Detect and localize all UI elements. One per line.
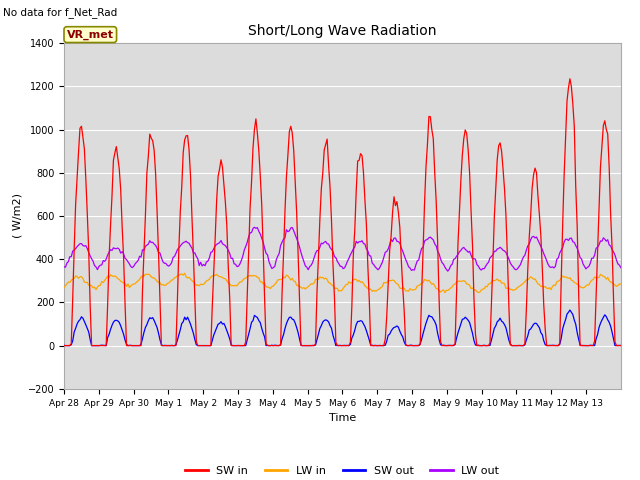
LW out — [460, 245, 468, 251]
LW in — [441, 290, 449, 296]
Title: Short/Long Wave Radiation: Short/Long Wave Radiation — [248, 24, 436, 38]
Line: LW in: LW in — [64, 273, 621, 293]
Line: SW out: SW out — [64, 310, 621, 346]
SW in — [79, 134, 87, 140]
LW in — [181, 270, 189, 276]
Y-axis label: ( W/m2): ( W/m2) — [12, 193, 22, 239]
LW in — [460, 278, 468, 284]
LW out — [543, 258, 550, 264]
Text: No data for f_Net_Rad: No data for f_Net_Rad — [3, 7, 118, 18]
LW out — [79, 242, 87, 248]
LW in — [543, 285, 550, 291]
LW out — [616, 262, 623, 268]
LW in — [97, 282, 104, 288]
LW out — [97, 263, 104, 268]
LW in — [617, 281, 625, 287]
SW out — [566, 307, 573, 313]
SW out — [348, 335, 356, 341]
SW out — [617, 343, 625, 348]
Legend: SW in, LW in, SW out, LW out: SW in, LW in, SW out, LW out — [181, 461, 504, 480]
Line: SW in: SW in — [64, 79, 621, 346]
SW in — [540, 302, 548, 308]
LW in — [616, 281, 623, 287]
SW out — [541, 342, 549, 348]
SW out — [616, 343, 623, 348]
SW out — [61, 343, 69, 348]
LW out — [617, 265, 625, 271]
LW out — [251, 224, 259, 230]
Line: LW out: LW out — [64, 227, 621, 271]
SW in — [346, 339, 354, 345]
SW in — [60, 343, 68, 348]
SW in — [614, 343, 621, 348]
LW out — [444, 268, 452, 274]
SW out — [98, 342, 106, 348]
LW out — [348, 249, 356, 255]
LW in — [79, 276, 87, 281]
SW in — [566, 76, 573, 82]
SW out — [458, 316, 466, 322]
Text: VR_met: VR_met — [67, 29, 114, 40]
SW in — [97, 343, 104, 348]
SW in — [457, 177, 465, 183]
LW in — [348, 279, 356, 285]
LW out — [60, 264, 68, 270]
SW out — [60, 342, 68, 348]
SW in — [617, 343, 625, 348]
X-axis label: Time: Time — [329, 413, 356, 423]
LW in — [60, 285, 68, 290]
SW out — [81, 319, 88, 324]
